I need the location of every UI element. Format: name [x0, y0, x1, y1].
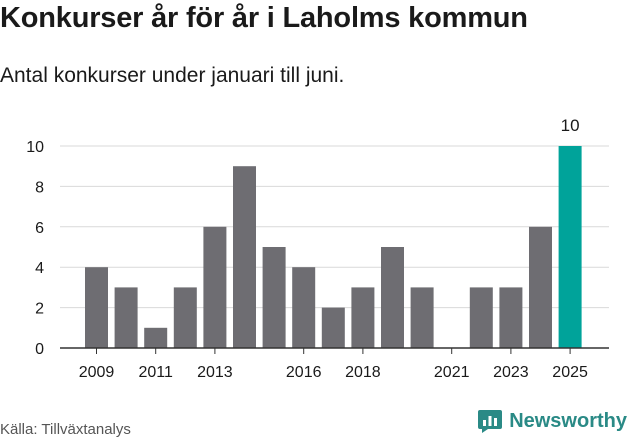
bar — [321, 307, 345, 348]
x-tick-label: 2016 — [286, 364, 322, 381]
chart-title: Konkurser år för år i Laholms kommun — [0, 2, 528, 34]
brand-name: Newsworthy — [509, 409, 627, 432]
y-tick-label: 2 — [35, 301, 44, 318]
bar — [262, 247, 286, 348]
bar — [203, 226, 227, 348]
bar — [351, 287, 375, 348]
bar — [529, 226, 552, 348]
bar — [292, 267, 316, 348]
bar-chart: 0 2 4 6 8 10 2009 2011 2013 2016 2018 2021 2023 2025 1… — [26, 116, 609, 381]
bar — [499, 287, 523, 348]
x-tick-label: 2018 — [345, 364, 381, 381]
bar — [558, 146, 582, 348]
newsworthy-logo-icon — [478, 410, 503, 433]
x-tick-label: 2025 — [552, 364, 588, 381]
y-tick-label: 0 — [35, 341, 44, 358]
bar — [85, 267, 108, 348]
bar — [410, 287, 434, 348]
brand-logo[interactable]: Newsworthy — [477, 408, 627, 434]
y-tick-label: 8 — [35, 179, 44, 196]
bar — [381, 247, 404, 348]
bar — [114, 287, 138, 348]
bar — [469, 287, 493, 348]
chart-subtitle: Antal konkurser under januari till juni. — [0, 64, 345, 87]
y-tick-label: 10 — [26, 139, 44, 156]
x-tick-label: 2009 — [79, 364, 115, 381]
x-tick-label: 2023 — [493, 364, 529, 381]
bar — [173, 287, 197, 348]
bar — [144, 327, 168, 348]
y-tick-label: 6 — [35, 220, 44, 237]
x-tick-label: 2021 — [434, 364, 470, 381]
x-tick-label: 2013 — [197, 364, 233, 381]
source-note: Källa: Tillväxtanalys — [0, 421, 131, 438]
y-tick-label: 4 — [35, 260, 44, 277]
x-tick-label: 2011 — [138, 364, 173, 381]
bar — [233, 166, 256, 348]
data-label: 10 — [561, 116, 580, 135]
